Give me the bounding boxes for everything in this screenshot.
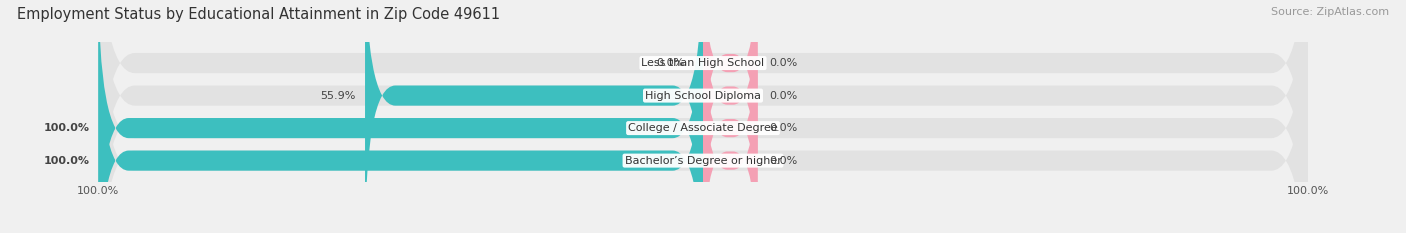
- Text: 0.0%: 0.0%: [769, 58, 797, 68]
- Text: High School Diploma: High School Diploma: [645, 91, 761, 101]
- Text: 55.9%: 55.9%: [321, 91, 356, 101]
- Text: College / Associate Degree: College / Associate Degree: [628, 123, 778, 133]
- FancyBboxPatch shape: [98, 8, 703, 233]
- Text: Bachelor’s Degree or higher: Bachelor’s Degree or higher: [624, 156, 782, 166]
- FancyBboxPatch shape: [703, 0, 758, 184]
- FancyBboxPatch shape: [366, 0, 703, 233]
- Text: 0.0%: 0.0%: [769, 123, 797, 133]
- Text: Employment Status by Educational Attainment in Zip Code 49611: Employment Status by Educational Attainm…: [17, 7, 501, 22]
- Text: 0.0%: 0.0%: [769, 156, 797, 166]
- FancyBboxPatch shape: [703, 7, 758, 233]
- FancyBboxPatch shape: [98, 0, 1308, 233]
- Text: Source: ZipAtlas.com: Source: ZipAtlas.com: [1271, 7, 1389, 17]
- FancyBboxPatch shape: [703, 40, 758, 233]
- Text: 100.0%: 100.0%: [44, 123, 90, 133]
- FancyBboxPatch shape: [703, 0, 758, 216]
- FancyBboxPatch shape: [98, 0, 703, 233]
- FancyBboxPatch shape: [98, 0, 1308, 233]
- Text: 0.0%: 0.0%: [657, 58, 685, 68]
- FancyBboxPatch shape: [98, 0, 1308, 233]
- Text: Less than High School: Less than High School: [641, 58, 765, 68]
- Text: 0.0%: 0.0%: [769, 91, 797, 101]
- Text: 100.0%: 100.0%: [44, 156, 90, 166]
- FancyBboxPatch shape: [98, 0, 1308, 233]
